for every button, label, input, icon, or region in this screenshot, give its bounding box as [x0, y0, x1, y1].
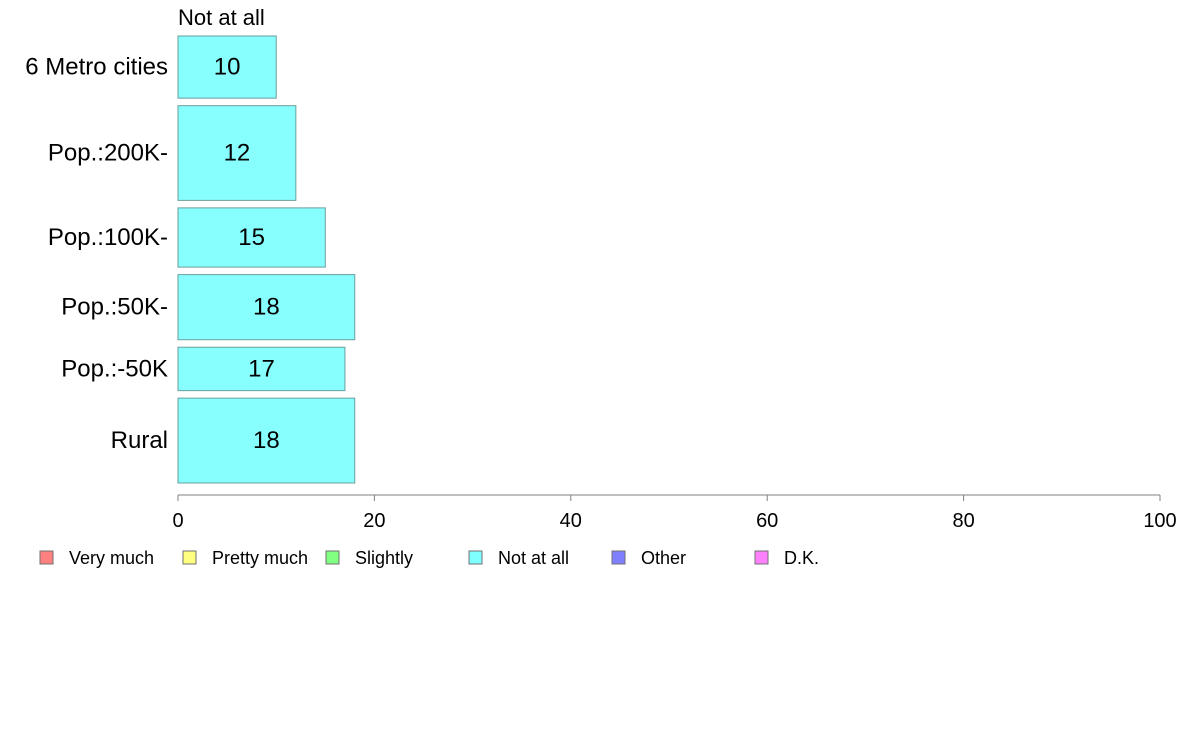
- x-tick-label: 40: [560, 510, 582, 532]
- x-tick-label: 100: [1143, 510, 1176, 532]
- series-header: Not at all: [178, 5, 265, 30]
- bar-value-label: 18: [253, 294, 280, 321]
- legend-label: D.K.: [784, 548, 819, 568]
- category-label: 6 Metro cities: [25, 54, 168, 81]
- legend-swatch: [754, 550, 769, 565]
- bar-5: [177, 397, 356, 484]
- bar-1: [177, 105, 297, 201]
- bars-group: 10 6 Metro cities 12 Pop.:200K- 15 Pop.:100K-…: [25, 35, 356, 484]
- bar-value-label: 10: [214, 54, 241, 81]
- legend-swatch: [39, 550, 54, 565]
- legend-swatch: [611, 550, 626, 565]
- category-label: Pop.:-50K: [61, 355, 168, 382]
- x-tick-label: 20: [363, 510, 385, 532]
- bar-4: [177, 346, 346, 392]
- legend-swatch: [468, 550, 483, 565]
- legend-label: Slightly: [355, 548, 413, 568]
- legend-label: Other: [641, 548, 686, 568]
- legend-label: Not at all: [498, 548, 569, 568]
- bar-value-label: 15: [238, 224, 265, 251]
- x-tick-label: 60: [756, 510, 778, 532]
- x-tick-label: 80: [952, 510, 974, 532]
- category-label: Pop.:100K-: [48, 224, 168, 251]
- legend: Very much Pretty much Slightly Not at all Ot…: [39, 548, 819, 568]
- bar-2: [177, 207, 326, 268]
- legend-swatch: [325, 550, 340, 565]
- bar-value-label: 18: [253, 427, 280, 454]
- legend-label: Pretty much: [212, 548, 308, 568]
- legend-swatch: [182, 550, 197, 565]
- bar-value-label: 12: [224, 140, 251, 167]
- bar-0: [177, 35, 277, 99]
- category-label: Pop.:200K-: [48, 140, 168, 167]
- category-label: Rural: [111, 427, 168, 454]
- bar-3: [177, 274, 356, 341]
- x-axis: 0 20 40 60 80 100: [172, 494, 1177, 532]
- category-label: Pop.:50K-: [61, 294, 168, 321]
- bar-value-label: 17: [248, 355, 275, 382]
- x-tick-label: 0: [172, 510, 183, 532]
- legend-label: Very much: [69, 548, 154, 568]
